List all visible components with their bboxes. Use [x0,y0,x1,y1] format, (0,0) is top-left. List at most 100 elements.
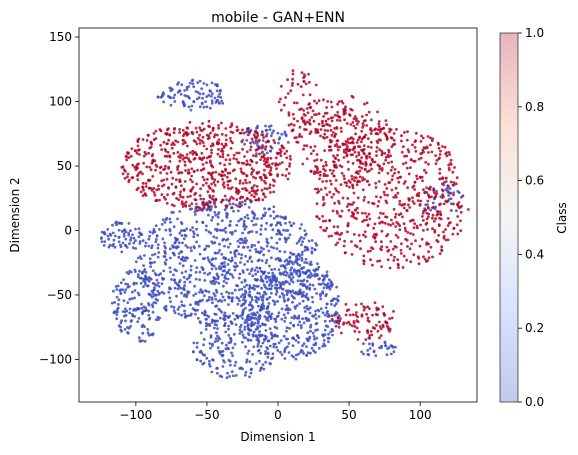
scatter-point [409,158,413,162]
scatter-point [151,269,155,273]
scatter-point [406,186,409,190]
scatter-point [177,312,181,316]
scatter-point [180,184,183,188]
scatter-point [162,255,166,258]
scatter-point [315,336,319,340]
scatter-point [250,172,253,176]
scatter-point [257,339,260,342]
scatter-point [212,201,216,204]
scatter-point [413,146,417,149]
scatter-point [196,308,200,312]
scatter-point [275,241,279,245]
scatter-point [216,95,220,98]
scatter-point [424,203,428,207]
scatter-point [165,131,169,135]
scatter-point [278,221,282,225]
scatter-point [222,256,226,259]
scatter-point [260,334,264,337]
scatter-point [446,184,450,188]
scatter-point [129,154,133,158]
scatter-point [337,314,341,318]
scatter-point [456,232,460,236]
scatter-point [269,191,272,194]
scatter-point [431,216,434,220]
scatter-point [195,240,199,244]
scatter-point [378,320,381,324]
scatter-point [210,321,214,324]
scatter-point [268,264,271,268]
scatter-point [302,342,306,346]
scatter-point [324,219,328,223]
scatter-point [301,279,304,283]
scatter-point [120,250,124,254]
scatter-point [198,92,202,96]
scatter-point [249,145,253,149]
scatter-point [361,211,364,215]
scatter-point [152,301,156,304]
scatter-point [195,182,199,186]
scatter-point [286,141,290,144]
scatter-point [374,186,378,189]
scatter-point [382,190,386,194]
scatter-point [217,336,221,340]
scatter-point [245,150,249,154]
scatter-point [133,296,137,300]
scatter-point [389,352,393,356]
scatter-point [198,290,202,294]
scatter-point [181,100,185,104]
scatter-point [241,317,244,320]
scatter-point [273,303,277,306]
scatter-point [232,197,235,200]
scatter-point [159,95,163,99]
scatter-point [399,175,402,179]
scatter-point [417,157,421,161]
scatter-point [177,280,181,284]
scatter-point [231,374,235,378]
scatter-point [291,128,295,132]
scatter-point [113,245,117,249]
scatter-point [301,270,305,274]
scatter-point [210,101,214,105]
scatter-point [142,161,146,165]
scatter-point [234,261,237,265]
scatter-point [305,261,309,265]
scatter-point [151,305,155,309]
scatter-point [256,134,260,138]
scatter-point [307,319,311,322]
scatter-point [368,347,372,350]
scatter-point [156,255,160,259]
scatter-point [258,369,262,372]
scatter-point [144,182,148,185]
scatter-point [280,161,284,164]
scatter-point [183,89,187,92]
scatter-point [307,307,310,311]
scatter-point [270,268,273,271]
scatter-point [209,207,213,211]
scatter-point [241,195,245,199]
scatter-point [303,144,306,148]
scatter-point [256,217,259,221]
scatter-point [179,229,183,233]
scatter-point [241,269,245,273]
scatter-point [362,262,366,266]
scatter-point [283,319,287,323]
scatter-point [242,302,246,306]
scatter-point [232,332,236,336]
scatter-point [280,233,283,237]
scatter-point [315,158,319,162]
scatter-point [288,221,292,224]
scatter-point [361,188,365,192]
scatter-point [256,322,260,325]
scatter-point [220,262,224,265]
scatter-point [389,154,393,158]
scatter-point [297,316,301,320]
scatter-point [375,323,378,327]
scatter-point [124,237,128,241]
scatter-point [392,132,396,135]
scatter-point [271,228,275,232]
scatter-point [352,233,356,236]
scatter-point [184,270,188,273]
scatter-point [248,285,252,289]
scatter-point [423,257,427,261]
